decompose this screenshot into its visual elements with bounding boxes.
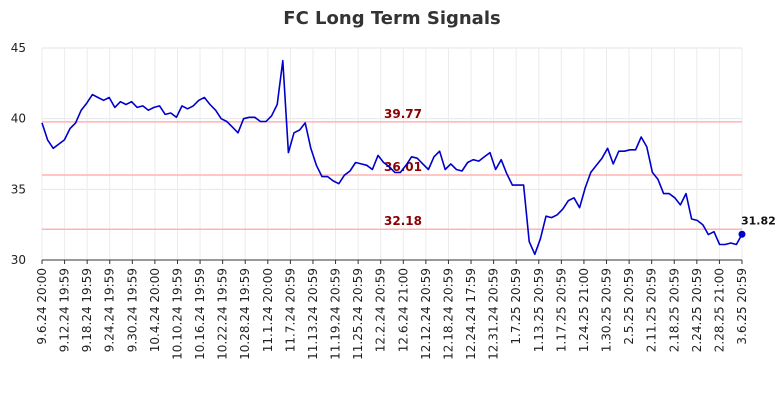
- y-tick-label: 45: [11, 41, 26, 55]
- x-tick-label: 1.13.25 20:59: [532, 268, 546, 352]
- x-tick-label: 10.10.24 19:59: [170, 268, 184, 360]
- x-tick-label: 9.24.24 19:59: [103, 268, 117, 352]
- x-tick-label: 1.7.25 20:59: [509, 268, 523, 345]
- x-tick-label: 3.6.25 20:59: [735, 268, 749, 345]
- series-layer: 31.82: [41, 59, 776, 256]
- x-tick-label: 2.11.25 20:59: [645, 268, 659, 352]
- grid-layer: [41, 47, 743, 260]
- x-tick-label: 10.16.24 19:59: [193, 268, 207, 360]
- x-tick-label: 12.2.24 20:59: [374, 268, 388, 352]
- x-tick-label: 10.28.24 19:59: [238, 268, 252, 360]
- y-tick-labels: 30 35 40 45: [11, 41, 26, 267]
- x-tick-label: 12.18.24 20:59: [441, 268, 455, 360]
- x-tick-label: 12.12.24 20:59: [419, 268, 433, 360]
- x-tick-label: 9.12.24 19:59: [58, 268, 72, 352]
- x-tick-label: 9.18.24 19:59: [80, 268, 94, 352]
- y-tick-label: 35: [11, 182, 26, 196]
- x-tick-label: 12.24.24 17:59: [464, 268, 478, 360]
- x-tick-label: 12.31.24 20:59: [487, 268, 501, 360]
- series-line: [41, 59, 743, 256]
- y-tick-label: 30: [11, 253, 26, 267]
- x-tick-label: 9.30.24 19:59: [125, 268, 139, 352]
- x-tick-label: 2.28.25 21:00: [712, 268, 726, 352]
- reference-line-label: 32.18: [384, 214, 422, 228]
- chart-title: FC Long Term Signals: [283, 8, 501, 29]
- x-tick-label: 10.22.24 19:59: [216, 268, 230, 360]
- x-tick-label: 11.1.24 20:00: [261, 268, 275, 352]
- x-tick-label: 12.6.24 21:00: [396, 268, 410, 352]
- x-tick-label: 9.6.24 20:00: [35, 268, 49, 345]
- reference-line-label: 39.77: [384, 107, 422, 121]
- x-tick-label: 10.4.24 20:00: [148, 268, 162, 352]
- x-tick-label: 2.24.25 20:59: [690, 268, 704, 352]
- x-tick-label: 11.25.24 20:59: [351, 268, 365, 360]
- last-point-marker: [738, 230, 746, 238]
- axes: [41, 259, 743, 264]
- x-tick-label: 11.13.24 20:59: [306, 268, 320, 360]
- last-value-label: 31.82: [741, 214, 776, 227]
- x-tick-labels: 9.6.24 20:00 9.12.24 19:59 9.18.24 19:59 9.…: [35, 268, 749, 360]
- x-tick-label: 1.17.25 20:59: [554, 268, 568, 352]
- x-tick-label: 2.5.25 20:59: [622, 268, 636, 345]
- x-tick-label: 11.7.24 20:59: [283, 268, 297, 352]
- x-tick-label: 2.18.25 20:59: [667, 268, 681, 352]
- x-tick-label: 11.19.24 20:59: [329, 268, 343, 360]
- x-tick-label: 1.30.25 20:59: [600, 268, 614, 352]
- x-tick-label: 1.24.25 21:00: [577, 268, 591, 352]
- y-tick-label: 40: [11, 112, 26, 126]
